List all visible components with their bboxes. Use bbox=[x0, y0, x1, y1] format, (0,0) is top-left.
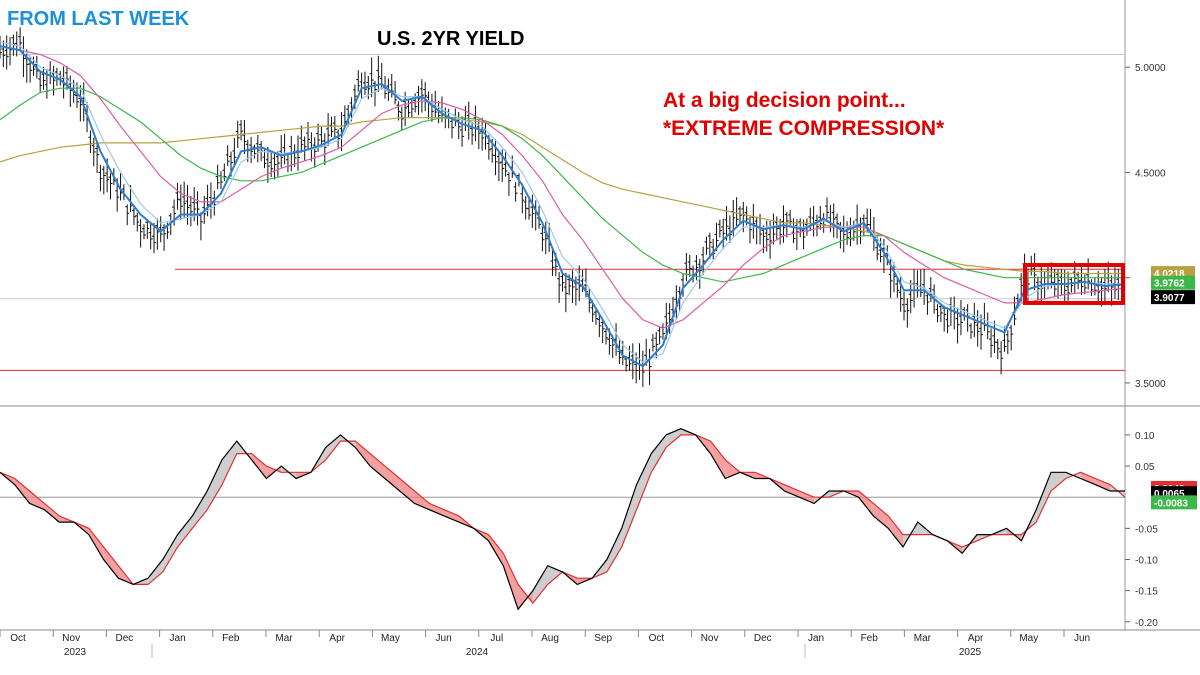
oscillator-band bbox=[666, 428, 681, 448]
chart-title: U.S. 2YR YIELD bbox=[377, 28, 525, 50]
value-label: 3.9077 bbox=[1154, 293, 1185, 304]
oscillator-slow bbox=[0, 434, 1126, 605]
annotation-extreme-compression: *EXTREME COMPRESSION* bbox=[663, 117, 945, 140]
x-tick-label: Feb bbox=[222, 633, 240, 644]
oscillator-band bbox=[784, 484, 800, 498]
oscillator-band bbox=[858, 490, 874, 516]
oscillator-band bbox=[606, 528, 622, 572]
x-tick-label: Apr bbox=[329, 633, 345, 644]
oscillator-band bbox=[710, 441, 726, 479]
oscillator-band bbox=[399, 478, 415, 504]
y-tick-label: 5.0000 bbox=[1135, 63, 1166, 74]
x-tick-label: Mar bbox=[275, 633, 293, 644]
oscillator-band bbox=[1036, 472, 1051, 523]
y-tick-label: 0.10 bbox=[1135, 431, 1155, 442]
value-label-bg bbox=[1151, 275, 1195, 290]
ma-line-olive-ma bbox=[0, 117, 1125, 275]
ma-line-pink-ma bbox=[0, 45, 1126, 329]
x-year-label: 2023 bbox=[64, 647, 87, 658]
oscillator-band bbox=[518, 584, 533, 610]
x-tick-label: Jan bbox=[170, 633, 186, 644]
oscillator-band bbox=[503, 553, 519, 610]
y-tick-label: -0.10 bbox=[1135, 555, 1158, 566]
oscillator-band bbox=[251, 453, 267, 479]
oscillator-band bbox=[651, 434, 667, 473]
oscillator-band bbox=[799, 490, 815, 504]
y-tick-label: -0.20 bbox=[1135, 618, 1158, 629]
x-tick-label: Jun bbox=[436, 633, 452, 644]
x-tick-label: Sep bbox=[594, 633, 612, 644]
oscillator-band bbox=[162, 534, 178, 572]
x-tick-label: Mar bbox=[914, 633, 932, 644]
oscillator-band bbox=[1050, 472, 1066, 491]
oscillator-band bbox=[414, 490, 430, 510]
ma-line-short-ma bbox=[0, 45, 1126, 368]
value-label: 4.0218 bbox=[1154, 269, 1185, 280]
x-tick-label: Jan bbox=[808, 633, 824, 644]
value-label-bg bbox=[1151, 290, 1195, 305]
from-last-week-label: FROM LAST WEEK bbox=[7, 8, 190, 30]
oscillator-band bbox=[636, 453, 652, 510]
x-tick-label: May bbox=[381, 633, 400, 644]
oscillator-band bbox=[44, 503, 60, 523]
oscillator-band bbox=[429, 503, 445, 516]
compression-highlight-box bbox=[1023, 263, 1125, 305]
oscillator-band bbox=[444, 509, 459, 523]
oscillator-band bbox=[370, 453, 385, 479]
oscillator-band bbox=[14, 478, 30, 504]
value-label: 3.9762 bbox=[1154, 279, 1185, 290]
x-tick-label: Nov bbox=[701, 633, 719, 644]
oscillator-band bbox=[621, 484, 637, 548]
x-tick-label: Dec bbox=[754, 633, 772, 644]
oscillator-band bbox=[384, 466, 400, 491]
y-tick-label: -0.15 bbox=[1135, 587, 1158, 598]
oscillator-band bbox=[222, 441, 237, 485]
x-tick-label: Apr bbox=[968, 633, 984, 644]
value-label: 0.0065 bbox=[1154, 489, 1185, 500]
oscillator-fast bbox=[0, 428, 1125, 611]
y-tick-label: 3.5000 bbox=[1135, 379, 1166, 390]
oscillator-band bbox=[725, 459, 741, 479]
x-tick-label: Oct bbox=[10, 633, 26, 644]
oscillator-band bbox=[1080, 472, 1096, 485]
value-label-bg bbox=[1151, 495, 1197, 510]
ma-line-medium-ma bbox=[0, 41, 1125, 363]
oscillator-band bbox=[1095, 478, 1111, 491]
oscillator-band bbox=[888, 515, 903, 548]
oscillator-band bbox=[488, 534, 504, 566]
y-tick-label: 0.05 bbox=[1135, 462, 1155, 473]
x-tick-label: Nov bbox=[62, 633, 80, 644]
x-tick-label: Jun bbox=[1074, 633, 1090, 644]
oscillator-band bbox=[532, 565, 548, 604]
y-tick-label: -0.05 bbox=[1135, 524, 1158, 535]
x-tick-label: Aug bbox=[541, 633, 559, 644]
oscillator-band bbox=[29, 490, 45, 510]
annotation-decision-point: At a big decision point... bbox=[663, 89, 906, 112]
x-tick-label: Feb bbox=[861, 633, 879, 644]
x-tick-label: May bbox=[1019, 633, 1038, 644]
oscillator-band bbox=[192, 490, 208, 529]
oscillator-band bbox=[148, 559, 163, 585]
y-tick-label: 4.5000 bbox=[1135, 168, 1166, 179]
oscillator-fill bbox=[0, 428, 1125, 610]
x-tick-label: Dec bbox=[116, 633, 134, 644]
oscillator-band bbox=[873, 503, 889, 529]
ma-line-green-ma bbox=[0, 87, 1125, 283]
x-year-label: 2024 bbox=[466, 647, 489, 658]
oscillator-band bbox=[325, 434, 341, 460]
oscillator-band bbox=[177, 515, 193, 548]
ohlc-bars bbox=[0, 27, 1124, 387]
oscillator-band bbox=[88, 528, 104, 560]
value-label: -0.0083 bbox=[1154, 498, 1188, 509]
x-tick-label: Oct bbox=[649, 633, 665, 644]
x-year-label: 2025 bbox=[959, 647, 982, 658]
oscillator-band bbox=[103, 547, 119, 579]
oscillator-band bbox=[355, 441, 371, 467]
x-tick-label: Jul bbox=[490, 633, 503, 644]
oscillator-band bbox=[207, 459, 223, 510]
